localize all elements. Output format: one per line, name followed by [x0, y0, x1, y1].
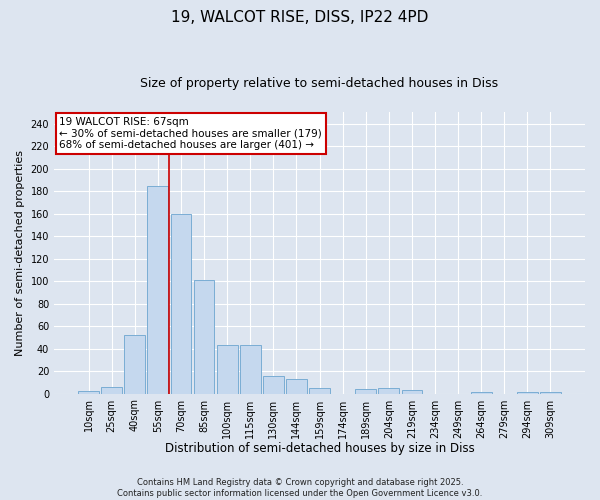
Bar	[517, 392, 538, 394]
Text: 19 WALCOT RISE: 67sqm
← 30% of semi-detached houses are smaller (179)
68% of sem: 19 WALCOT RISE: 67sqm ← 30% of semi-deta…	[59, 116, 322, 150]
Bar	[355, 389, 376, 394]
Bar	[240, 345, 260, 394]
Bar	[379, 388, 399, 394]
Bar	[101, 387, 122, 394]
Bar	[217, 345, 238, 394]
Bar	[148, 186, 168, 394]
Text: 19, WALCOT RISE, DISS, IP22 4PD: 19, WALCOT RISE, DISS, IP22 4PD	[172, 10, 428, 25]
Y-axis label: Number of semi-detached properties: Number of semi-detached properties	[15, 150, 25, 356]
Bar	[540, 392, 561, 394]
X-axis label: Distribution of semi-detached houses by size in Diss: Distribution of semi-detached houses by …	[164, 442, 475, 455]
Bar	[263, 376, 284, 394]
Bar	[471, 392, 491, 394]
Bar	[194, 280, 214, 394]
Text: Contains HM Land Registry data © Crown copyright and database right 2025.
Contai: Contains HM Land Registry data © Crown c…	[118, 478, 482, 498]
Bar	[309, 388, 330, 394]
Bar	[78, 392, 99, 394]
Bar	[124, 335, 145, 394]
Bar	[170, 214, 191, 394]
Title: Size of property relative to semi-detached houses in Diss: Size of property relative to semi-detach…	[140, 78, 499, 90]
Bar	[401, 390, 422, 394]
Bar	[286, 379, 307, 394]
